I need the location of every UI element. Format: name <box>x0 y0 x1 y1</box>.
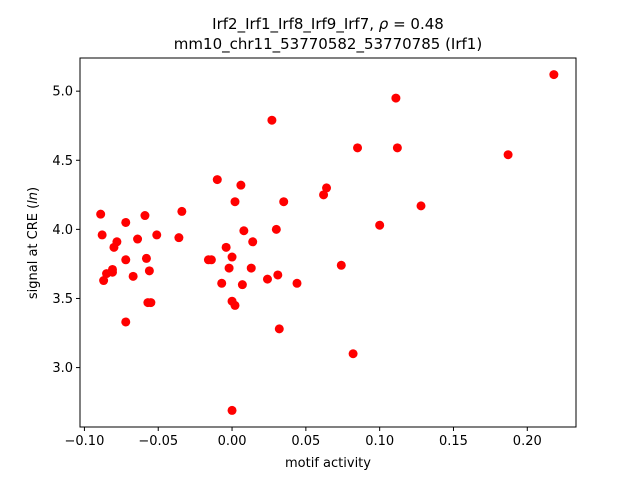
data-point <box>121 317 131 327</box>
data-point <box>152 230 162 240</box>
x-tick-label: 0.05 <box>291 434 320 449</box>
data-point <box>273 270 283 280</box>
y-tick-label: 4.5 <box>52 154 73 169</box>
y-axis-label: signal at CRE (ln) <box>26 187 41 299</box>
data-point <box>217 278 227 288</box>
data-point <box>96 209 106 219</box>
y-tick-label: 3.0 <box>52 361 73 376</box>
x-tick-label: −0.05 <box>138 434 178 449</box>
data-point <box>112 237 122 247</box>
data-point <box>144 266 154 276</box>
data-point <box>230 300 240 310</box>
data-point <box>221 242 231 252</box>
x-axis-label: motif activity <box>285 456 371 471</box>
data-point <box>416 201 426 211</box>
data-point <box>319 190 329 200</box>
data-point <box>375 220 385 230</box>
y-axis-ticks: 3.0 3.5 4.0 4.5 5.0 <box>52 85 80 376</box>
data-point <box>274 324 284 334</box>
data-point <box>237 280 247 290</box>
data-point <box>322 183 332 193</box>
data-point <box>121 255 131 265</box>
y-axis-label-close: ) <box>26 187 41 192</box>
x-tick-label: 0.20 <box>513 434 542 449</box>
data-point <box>248 237 258 247</box>
title-gene-names: Irf2_Irf1_Irf8_Irf9_Irf7, <box>212 15 379 34</box>
data-point <box>279 197 289 207</box>
data-point <box>206 255 216 265</box>
data-point <box>292 278 302 288</box>
x-tick-label: −0.10 <box>65 434 105 449</box>
y-tick-label: 5.0 <box>52 85 73 100</box>
data-point <box>348 349 358 359</box>
x-tick-label: 0.10 <box>365 434 394 449</box>
y-tick-label: 3.5 <box>52 292 73 307</box>
data-point <box>146 298 156 308</box>
data-point <box>128 271 138 281</box>
data-point <box>224 263 234 273</box>
data-point <box>230 197 240 207</box>
data-point <box>336 260 346 270</box>
data-point <box>177 206 187 216</box>
data-point <box>267 115 277 125</box>
data-point <box>391 93 401 103</box>
x-tick-label: 0.15 <box>439 434 468 449</box>
data-point <box>107 264 117 274</box>
data-point <box>227 252 237 262</box>
data-point <box>246 263 256 273</box>
data-point <box>262 274 272 284</box>
data-point <box>239 226 249 236</box>
data-point <box>503 150 513 160</box>
x-axis-ticks: −0.10 −0.05 0.00 0.05 0.10 0.15 0.20 <box>65 427 542 449</box>
data-point <box>133 234 143 244</box>
chart-title-line2: mm10_chr11_53770582_53770785 (Irf1) <box>174 35 482 54</box>
data-point <box>141 253 151 263</box>
y-axis-label-main: signal at CRE ( <box>26 204 41 299</box>
x-tick-label: 0.00 <box>218 434 247 449</box>
data-point <box>271 224 281 234</box>
data-point <box>212 175 222 185</box>
data-point <box>392 143 402 153</box>
plot-area-frame <box>79 57 577 428</box>
y-axis-label-ln: ln <box>26 192 41 204</box>
data-point <box>549 70 559 80</box>
data-point <box>174 233 184 243</box>
data-point <box>97 230 107 240</box>
data-point <box>353 143 363 153</box>
y-tick-label: 4.0 <box>52 223 73 238</box>
data-point <box>227 405 237 415</box>
data-points <box>96 70 559 415</box>
title-rho-value: = 0.48 <box>388 15 444 33</box>
chart-title-line1: Irf2_Irf1_Irf8_Irf9_Irf7, ρ = 0.48 <box>212 15 444 34</box>
data-point <box>99 276 109 286</box>
data-point <box>121 217 131 227</box>
data-point <box>236 180 246 190</box>
data-point <box>140 211 150 221</box>
title-rho-symbol: ρ <box>379 15 389 33</box>
